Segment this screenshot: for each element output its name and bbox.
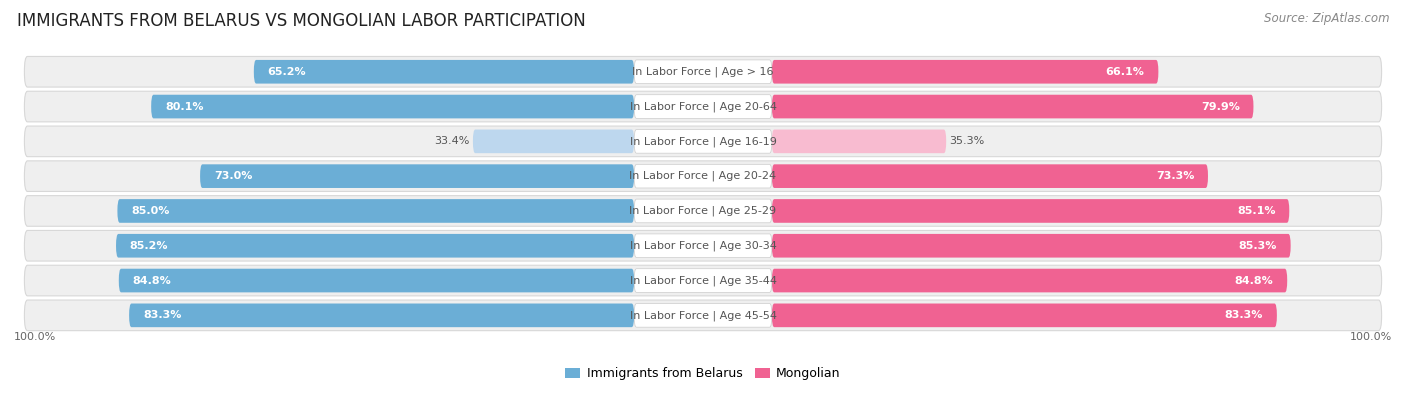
FancyBboxPatch shape xyxy=(772,269,1288,292)
FancyBboxPatch shape xyxy=(634,164,772,188)
FancyBboxPatch shape xyxy=(254,60,634,84)
Text: 73.0%: 73.0% xyxy=(214,171,252,181)
Text: In Labor Force | Age 20-64: In Labor Force | Age 20-64 xyxy=(630,101,776,112)
FancyBboxPatch shape xyxy=(24,265,1382,296)
FancyBboxPatch shape xyxy=(634,95,772,118)
FancyBboxPatch shape xyxy=(472,130,634,153)
Text: 66.1%: 66.1% xyxy=(1105,67,1144,77)
FancyBboxPatch shape xyxy=(24,161,1382,192)
Text: 85.3%: 85.3% xyxy=(1239,241,1277,251)
Text: 85.2%: 85.2% xyxy=(129,241,169,251)
FancyBboxPatch shape xyxy=(772,164,1208,188)
Text: 83.3%: 83.3% xyxy=(143,310,181,320)
Text: 100.0%: 100.0% xyxy=(14,332,56,342)
FancyBboxPatch shape xyxy=(24,126,1382,157)
FancyBboxPatch shape xyxy=(24,56,1382,87)
Text: 35.3%: 35.3% xyxy=(949,136,984,147)
Legend: Immigrants from Belarus, Mongolian: Immigrants from Belarus, Mongolian xyxy=(565,367,841,380)
Text: In Labor Force | Age 35-44: In Labor Force | Age 35-44 xyxy=(630,275,776,286)
FancyBboxPatch shape xyxy=(129,303,634,327)
FancyBboxPatch shape xyxy=(772,234,1291,258)
Text: 79.9%: 79.9% xyxy=(1201,102,1240,111)
FancyBboxPatch shape xyxy=(634,269,772,292)
Text: In Labor Force | Age 20-24: In Labor Force | Age 20-24 xyxy=(630,171,776,181)
Text: 65.2%: 65.2% xyxy=(267,67,307,77)
Text: In Labor Force | Age 45-54: In Labor Force | Age 45-54 xyxy=(630,310,776,321)
Text: 84.8%: 84.8% xyxy=(132,276,172,286)
Text: In Labor Force | Age > 16: In Labor Force | Age > 16 xyxy=(633,66,773,77)
FancyBboxPatch shape xyxy=(117,234,634,258)
FancyBboxPatch shape xyxy=(118,269,634,292)
FancyBboxPatch shape xyxy=(152,95,634,118)
FancyBboxPatch shape xyxy=(772,60,1159,84)
Text: 33.4%: 33.4% xyxy=(434,136,470,147)
Text: In Labor Force | Age 16-19: In Labor Force | Age 16-19 xyxy=(630,136,776,147)
Text: 85.1%: 85.1% xyxy=(1237,206,1275,216)
FancyBboxPatch shape xyxy=(634,234,772,258)
FancyBboxPatch shape xyxy=(200,164,634,188)
FancyBboxPatch shape xyxy=(634,199,772,223)
FancyBboxPatch shape xyxy=(772,95,1254,118)
Text: In Labor Force | Age 30-34: In Labor Force | Age 30-34 xyxy=(630,241,776,251)
Text: 80.1%: 80.1% xyxy=(165,102,204,111)
FancyBboxPatch shape xyxy=(24,230,1382,261)
Text: In Labor Force | Age 25-29: In Labor Force | Age 25-29 xyxy=(630,206,776,216)
FancyBboxPatch shape xyxy=(24,196,1382,226)
Text: 85.0%: 85.0% xyxy=(131,206,170,216)
Text: 84.8%: 84.8% xyxy=(1234,276,1274,286)
Text: IMMIGRANTS FROM BELARUS VS MONGOLIAN LABOR PARTICIPATION: IMMIGRANTS FROM BELARUS VS MONGOLIAN LAB… xyxy=(17,12,586,30)
Text: 73.3%: 73.3% xyxy=(1156,171,1194,181)
FancyBboxPatch shape xyxy=(24,91,1382,122)
FancyBboxPatch shape xyxy=(772,303,1277,327)
FancyBboxPatch shape xyxy=(772,199,1289,223)
FancyBboxPatch shape xyxy=(634,60,772,84)
FancyBboxPatch shape xyxy=(118,199,634,223)
FancyBboxPatch shape xyxy=(634,303,772,327)
FancyBboxPatch shape xyxy=(634,130,772,153)
Text: 100.0%: 100.0% xyxy=(1350,332,1392,342)
Text: 83.3%: 83.3% xyxy=(1225,310,1263,320)
FancyBboxPatch shape xyxy=(772,130,946,153)
FancyBboxPatch shape xyxy=(24,300,1382,331)
Text: Source: ZipAtlas.com: Source: ZipAtlas.com xyxy=(1264,12,1389,25)
